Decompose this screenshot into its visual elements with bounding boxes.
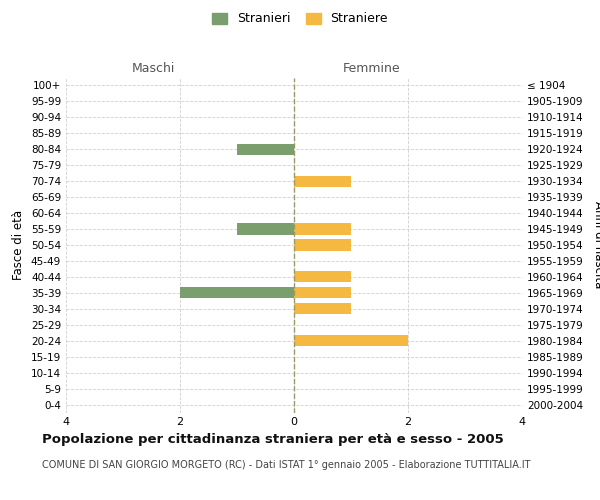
Bar: [294, 272, 351, 282]
Bar: [180, 288, 294, 298]
Bar: [237, 144, 294, 155]
Text: Maschi: Maschi: [131, 62, 175, 74]
Bar: [294, 224, 351, 234]
Bar: [294, 240, 351, 250]
Text: Femmine: Femmine: [343, 62, 401, 74]
Bar: [294, 303, 351, 314]
Bar: [294, 335, 408, 346]
Text: COMUNE DI SAN GIORGIO MORGETO (RC) - Dati ISTAT 1° gennaio 2005 - Elaborazione T: COMUNE DI SAN GIORGIO MORGETO (RC) - Dat…: [42, 460, 530, 469]
Y-axis label: Fasce di età: Fasce di età: [13, 210, 25, 280]
Y-axis label: Anni di nascita: Anni di nascita: [592, 202, 600, 288]
Text: Popolazione per cittadinanza straniera per età e sesso - 2005: Popolazione per cittadinanza straniera p…: [42, 432, 504, 446]
Legend: Stranieri, Straniere: Stranieri, Straniere: [208, 8, 392, 29]
Bar: [237, 224, 294, 234]
Bar: [294, 176, 351, 187]
Bar: [294, 288, 351, 298]
